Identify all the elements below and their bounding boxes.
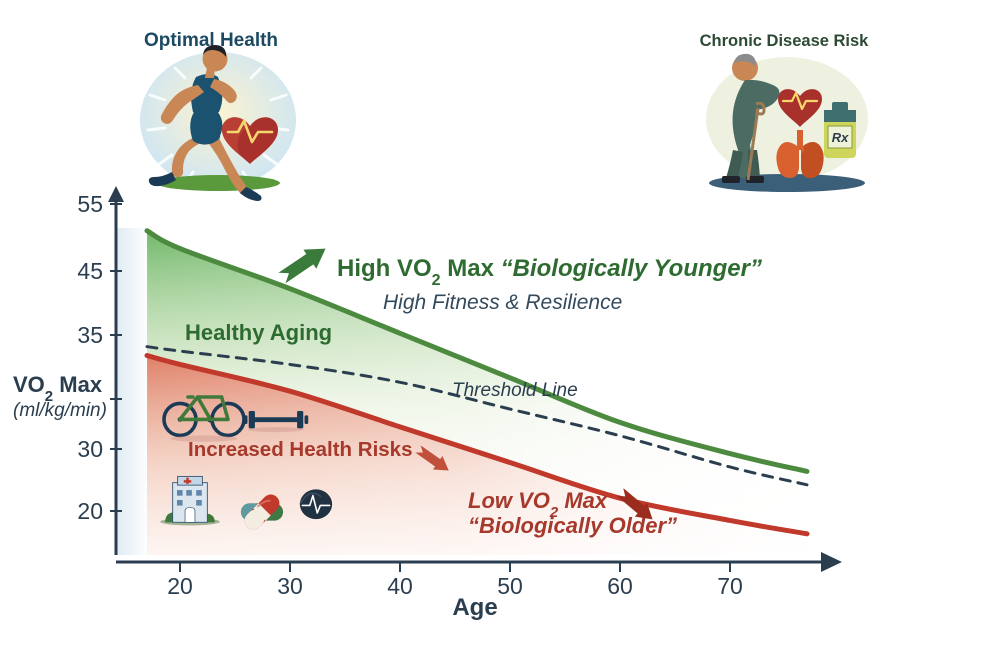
svg-text:70: 70 bbox=[717, 573, 743, 599]
svg-text:20: 20 bbox=[167, 573, 193, 599]
svg-text:45: 45 bbox=[77, 258, 103, 284]
svg-text:55: 55 bbox=[77, 191, 103, 217]
svg-text:Rx: Rx bbox=[832, 130, 849, 145]
svg-text:(ml/kg/min): (ml/kg/min) bbox=[13, 400, 107, 421]
svg-text:Healthy Aging: Healthy Aging bbox=[185, 320, 332, 345]
svg-text:Age: Age bbox=[452, 594, 497, 621]
svg-text:50: 50 bbox=[497, 573, 523, 599]
svg-text:Chronic Disease Risk: Chronic Disease Risk bbox=[700, 32, 870, 50]
svg-text:20: 20 bbox=[77, 498, 103, 524]
svg-text:30: 30 bbox=[277, 573, 303, 599]
svg-text:30: 30 bbox=[77, 436, 103, 462]
svg-text:Increased Health Risks: Increased Health Risks bbox=[188, 438, 412, 461]
svg-text:60: 60 bbox=[607, 573, 633, 599]
svg-text:35: 35 bbox=[77, 322, 103, 348]
svg-text:High Fitness & Resilience: High Fitness & Resilience bbox=[383, 291, 622, 314]
svg-text:40: 40 bbox=[387, 573, 413, 599]
svg-text:Threshold Line: Threshold Line bbox=[452, 380, 578, 401]
